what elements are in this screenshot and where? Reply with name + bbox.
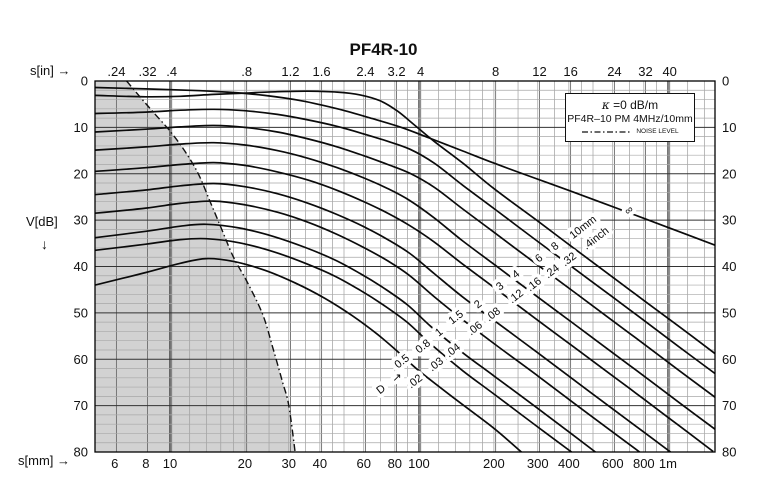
curve-6-.24	[95, 124, 715, 398]
left-tick-label: 50	[74, 305, 88, 320]
right-tick-label: 70	[722, 398, 736, 413]
noise-level-line	[126, 81, 296, 452]
curve-8-.32	[95, 108, 715, 375]
top-tick-label: 32	[638, 64, 652, 79]
bottom-tick-label: 1m	[659, 456, 677, 471]
bottom-tick-label: 800	[633, 456, 655, 471]
top-tick-label: 2.4	[356, 64, 374, 79]
left-tick-label: 80	[74, 445, 88, 460]
chart-title: PF4R-10	[349, 40, 418, 59]
curve-label-inch: .12	[506, 287, 525, 306]
top-axis-label: s[in] →	[30, 63, 71, 78]
top-tick-label: 1.2	[281, 64, 299, 79]
curve-3-.12	[95, 161, 714, 452]
right-tick-label: 0	[722, 74, 729, 89]
curve-label-inch: .03	[426, 355, 445, 374]
top-tick-label: .24	[107, 64, 125, 79]
curve-label-infinity: ∞	[622, 203, 636, 217]
right-tick-label: 10	[722, 120, 736, 135]
bottom-tick-label: 40	[313, 456, 327, 471]
diameter-direction-arrow-icon: ↗	[392, 372, 401, 384]
right-tick-label: 40	[722, 259, 736, 274]
bottom-tick-label: 10	[163, 456, 177, 471]
top-tick-label: .32	[139, 64, 157, 79]
curve-4-.16	[95, 141, 715, 430]
curve-label-inch: .16	[524, 275, 543, 294]
bottom-tick-label: 6	[111, 456, 118, 471]
curve-label-mm: 0.8	[413, 337, 432, 356]
curve-1-.04	[95, 223, 596, 452]
bottom-tick-label: 400	[558, 456, 580, 471]
dgs-curves	[95, 86, 715, 452]
top-tick-label: 12	[532, 64, 546, 79]
kappa-symbol: κ	[601, 98, 610, 112]
left-tick-label: 60	[74, 352, 88, 367]
bottom-tick-label: 30	[282, 456, 296, 471]
left-tick-label: 0	[81, 74, 88, 89]
left-tick-label: 30	[74, 213, 88, 228]
bottom-tick-label: 60	[356, 456, 370, 471]
bottom-tick-label: 300	[527, 456, 549, 471]
kappa-value: =0 dB/m	[609, 98, 659, 112]
curve-0.5-.02	[95, 257, 522, 452]
top-tick-label: 1.6	[313, 64, 331, 79]
curve-label-mm: 4	[510, 268, 522, 281]
bottom-axis-label: s[mm] →	[18, 453, 70, 468]
left-tick-label: 10	[74, 120, 88, 135]
left-tick-label: 20	[74, 166, 88, 181]
top-tick-label: 3.2	[388, 64, 406, 79]
bottom-tick-label: 80	[388, 456, 402, 471]
right-tick-label: 20	[722, 166, 736, 181]
curve-10mm-.4inch	[95, 90, 715, 355]
top-tick-label: 16	[563, 64, 577, 79]
top-tick-label: 8	[492, 64, 499, 79]
y-axis-label: V[dB]	[26, 214, 58, 229]
top-tick-label: .4	[166, 64, 177, 79]
bottom-tick-label: 100	[408, 456, 430, 471]
y-axis-down-arrow-icon: ↓	[41, 236, 48, 252]
curve-infinity-backwall-	[95, 86, 715, 246]
legend-noise-label: NOISE LEVEL	[636, 128, 679, 135]
legend-probe-line: PF4R–10 PM 4MHz/10mm	[567, 113, 693, 125]
curve-2-.08	[95, 182, 672, 452]
curve-1.5-.06	[95, 200, 641, 452]
curve-label-mm: 1.5	[446, 308, 465, 327]
right-tick-label: 80	[722, 445, 736, 460]
top-tick-label: 4	[417, 64, 424, 79]
curve-label-inch: .08	[483, 305, 502, 324]
top-tick-label: 40	[662, 64, 676, 79]
legend-noise-line: NOISE LEVEL	[566, 128, 694, 135]
bottom-tick-label: 8	[142, 456, 149, 471]
plot-border	[94, 80, 716, 453]
top-tick-label: .8	[241, 64, 252, 79]
bottom-tick-label: 200	[483, 456, 505, 471]
top-tick-label: 24	[607, 64, 621, 79]
bottom-tick-label: 20	[238, 456, 252, 471]
left-tick-label: 40	[74, 259, 88, 274]
noise-level-line-sample	[582, 130, 633, 133]
legend-box: κ =0 dB/m PF4R–10 PM 4MHz/10mm NOISE LEV…	[565, 93, 695, 142]
right-tick-label: 60	[722, 352, 736, 367]
right-tick-label: 50	[722, 305, 736, 320]
curve-label-inch: .02	[405, 372, 424, 391]
curve-label-inch: .24	[542, 262, 561, 281]
curve-0.8-.03	[95, 237, 573, 452]
legend-attenuation-line: κ =0 dB/m	[566, 98, 694, 112]
right-tick-label: 30	[722, 213, 736, 228]
diameter-axis-label: D	[374, 382, 388, 396]
bottom-tick-label: 600	[602, 456, 624, 471]
left-tick-label: 70	[74, 398, 88, 413]
